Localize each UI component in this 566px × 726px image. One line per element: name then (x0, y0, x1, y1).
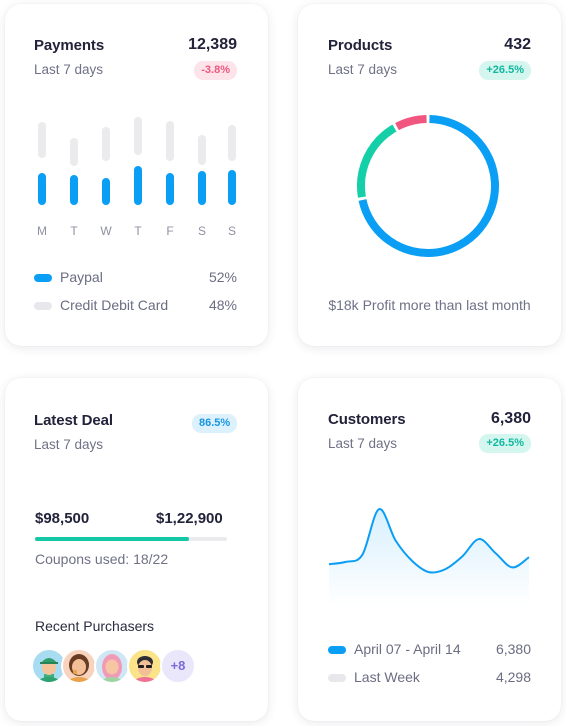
day-label: S (197, 224, 206, 238)
bar-S[interactable] (228, 170, 236, 205)
legend-this-week: April 07 - April 14 6,380 (328, 641, 531, 659)
deal-target: $1,22,900 (156, 510, 223, 527)
payments-value: 12,389 (188, 36, 237, 53)
products-title: Products (328, 37, 393, 54)
legend-card: Credit Debit Card 48% (34, 297, 237, 315)
customers-card: Customers 6,380 Last 7 days +26.5% April… (298, 378, 561, 721)
coupons-used: Coupons used: 18/22 (35, 551, 169, 567)
bar-track (102, 127, 110, 161)
payments-change-badge: -3.8% (194, 61, 237, 80)
legend-paypal: Paypal 52% (34, 269, 237, 287)
latest-deal-card: Latest Deal 86.5% Last 7 days $98,500 $1… (5, 378, 268, 721)
customers-subtitle: Last 7 days (328, 436, 398, 451)
day-label: F (166, 224, 174, 238)
deal-title: Latest Deal (34, 412, 113, 429)
day-label: T (70, 224, 78, 238)
bar-track (166, 121, 174, 161)
bar-S[interactable] (198, 171, 206, 205)
payments-subtitle: Last 7 days (34, 62, 104, 77)
this-week-legend-swatch (328, 646, 346, 654)
customers-title: Customers (328, 411, 406, 428)
avatar-pink-hair-icon (100, 654, 124, 682)
paypal-legend-swatch (34, 274, 52, 282)
customers-change-badge: +26.5% (479, 434, 531, 453)
avatar-woman-icon (66, 654, 92, 682)
products-card: Products 432 Last 7 days +26.5% $18k Pro… (298, 4, 561, 346)
products-subtitle: Last 7 days (328, 62, 398, 77)
card-legend-swatch (34, 302, 52, 310)
payments-card: Payments 12,389 Last 7 days -3.8% M T W T F S… (5, 4, 268, 346)
bar-track (38, 122, 46, 158)
card-value: 48% (208, 297, 237, 313)
last-week-label: Last Week (354, 669, 420, 685)
products-change-badge: +26.5% (479, 61, 531, 80)
paypal-value: 52% (208, 269, 237, 285)
day-label: S (227, 224, 236, 238)
card-label: Credit Debit Card (60, 297, 169, 313)
this-week-value: 6,380 (495, 641, 531, 657)
avatar-man-cap-icon (36, 658, 62, 682)
bar-W[interactable] (102, 178, 110, 205)
customers-area-chart (328, 508, 530, 606)
deal-percent-badge: 86.5% (192, 414, 238, 433)
products-footer: $18k Profit more than last month (328, 297, 531, 313)
purchaser-avatar[interactable] (127, 648, 163, 684)
deal-progress-track (35, 537, 227, 541)
avatar-sunglasses-icon (132, 656, 158, 682)
day-label: T (134, 224, 142, 238)
deal-subtitle: Last 7 days (34, 437, 104, 452)
bar-M[interactable] (38, 173, 46, 205)
bar-track (70, 138, 78, 166)
legend-last-week: Last Week 4,298 (328, 669, 531, 687)
payments-title: Payments (34, 37, 105, 54)
day-label: M (37, 224, 47, 238)
customers-value: 6,380 (490, 410, 531, 427)
this-week-label: April 07 - April 14 (354, 641, 461, 657)
products-donut-chart (357, 115, 499, 257)
donut-slice[interactable] (358, 115, 499, 257)
bar-T[interactable] (70, 175, 78, 205)
deal-progress-fill (35, 537, 189, 541)
donut-slice[interactable] (357, 124, 397, 198)
more-purchasers-badge[interactable]: +8 (160, 648, 196, 684)
purchaser-avatar[interactable] (61, 648, 97, 684)
area-line (328, 508, 530, 574)
bar-track (134, 117, 142, 155)
bar-F[interactable] (166, 173, 174, 205)
day-label: W (100, 224, 112, 238)
bar-track (228, 125, 236, 161)
bar-track (198, 135, 206, 165)
recent-purchasers-title: Recent Purchasers (35, 618, 155, 634)
paypal-label: Paypal (60, 269, 103, 285)
deal-amount: $98,500 (35, 510, 90, 527)
bar-T[interactable] (134, 166, 142, 205)
products-value: 432 (504, 36, 531, 53)
last-week-legend-swatch (328, 674, 346, 682)
area-fill (329, 508, 529, 606)
last-week-value: 4,298 (495, 669, 531, 685)
purchaser-avatar[interactable] (94, 648, 130, 684)
donut-slice[interactable] (395, 115, 427, 131)
